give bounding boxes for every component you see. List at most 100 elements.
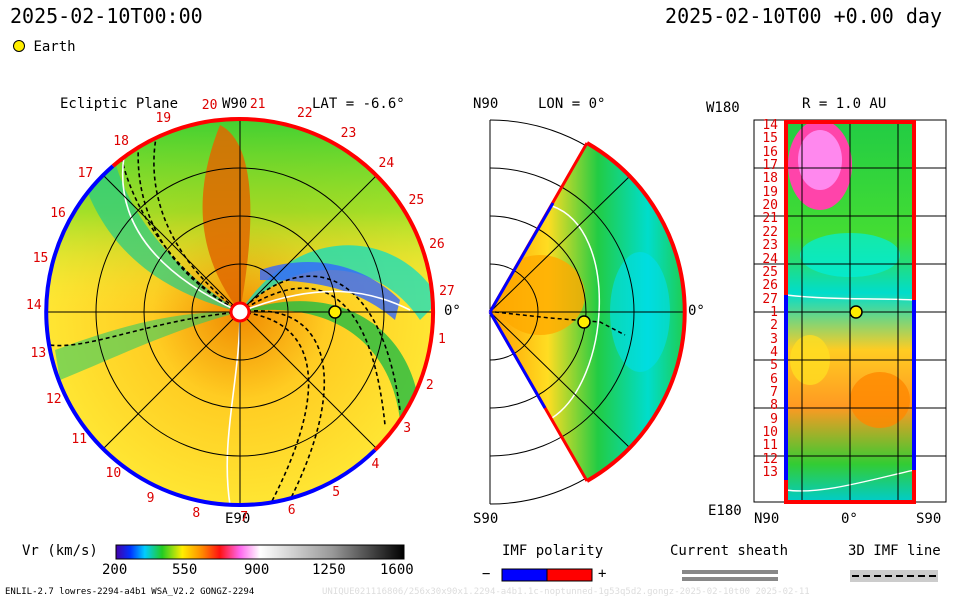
map-y-label: 8 [770,398,778,414]
carrington-label: 4 [371,456,380,472]
map-y-label: 11 [762,438,778,454]
imf-polarity-title: IMF polarity [502,543,604,559]
map-y-label: 14 [762,118,778,133]
imf-polarity-negative [501,568,548,582]
vr-tick-200: 200 [102,562,128,578]
vr-colorbar-title: Vr (km/s) [22,543,98,559]
ecliptic-bottom-label: E90 [225,511,251,527]
ecliptic-right-label: 0° [444,303,461,319]
map-y-label: 1 [770,304,778,320]
map-y-label: 24 [762,251,778,267]
map-y-label: 15 [762,131,778,147]
map-y-label: 19 [762,184,778,200]
map-y-label: 17 [762,158,778,174]
carrington-label: 20 [201,98,218,114]
meridional-plane [488,119,687,505]
imf-line-title: 3D IMF line [848,543,941,559]
carrington-label: 11 [71,432,88,448]
carrington-label: 25 [408,193,425,209]
carrington-label: 22 [296,106,313,122]
imf-polarity-positive [546,568,593,582]
map-y-label: 12 [762,451,778,467]
ecliptic-lat-label: LAT = -6.6° [312,96,405,112]
earth-legend: Earth [13,39,76,55]
map-x-label-n90: N90 [754,511,780,527]
map-y-label: 9 [770,411,778,427]
map-top-left-label: W180 [706,100,740,116]
carrington-label: 16 [50,205,66,221]
map-bottom-left-label: E180 [708,503,742,519]
map-y-label: 22 [762,224,778,240]
carrington-label: 14 [26,298,42,314]
earth-marker-icon [13,40,25,52]
datetime-right: 2025-02-10T00 +0.00 day [665,4,942,28]
meridional-right-label: 0° [688,303,705,319]
current-sheath-swatch [682,570,778,581]
map-y-label: 26 [762,278,778,294]
imf-polarity-minus: − [482,566,491,582]
meridional-top-label: N90 [473,96,499,112]
earth-meridional-icon [577,315,591,329]
vr-tick-550: 550 [172,562,198,578]
map-y-label: 10 [762,425,778,441]
map-y-label: 5 [770,358,778,374]
ecliptic-top-label: W90 [222,96,248,112]
latlon-map [753,119,947,504]
sun-marker-icon [229,301,251,323]
map-y-label: 2 [770,318,778,334]
carrington-label: 15 [32,250,49,266]
map-radius-label: R = 1.0 AU [802,96,887,112]
map-y-label: 4 [770,344,778,360]
carrington-label: 18 [113,134,129,150]
meridional-lon-label: LON = 0° [538,96,606,112]
carrington-label: 1 [437,331,446,347]
carrington-label: 17 [77,166,94,182]
map-y-label: 3 [770,331,778,347]
carrington-label: 5 [332,484,341,500]
map-y-label: 27 [762,291,778,307]
carrington-label: 19 [155,111,172,127]
carrington-label: 24 [378,155,395,171]
model-info: ENLIL-2.7 lowres-2294-a4b1 WSA_V2.2 GONG… [5,587,255,597]
map-y-label: 18 [762,171,778,187]
carrington-label: 21 [249,96,266,112]
imf-polarity-plus: + [598,566,607,582]
ecliptic-plane [44,116,436,508]
vr-tick-1600: 1600 [380,562,414,578]
carrington-label: 13 [30,346,47,362]
map-x-label-0: 0° [841,511,858,527]
vr-tick-900: 900 [244,562,270,578]
map-y-label: 7 [770,385,778,400]
map-y-label: 13 [762,465,778,481]
carrington-label: 12 [45,391,62,407]
carrington-label: 8 [192,505,201,521]
vr-colorbar [115,544,405,560]
map-y-label: 16 [762,144,778,160]
earth-legend-label: Earth [33,39,76,55]
carrington-label: 3 [403,420,412,436]
imf-line-swatch [850,570,938,582]
map-y-label: 21 [762,211,778,227]
carrington-label: 26 [429,236,445,252]
datetime-left: 2025-02-10T00:00 [10,4,203,28]
carrington-label: 7 [240,509,249,525]
carrington-label: 23 [340,126,357,142]
map-y-label: 6 [770,371,778,387]
map-x-label-s90: S90 [916,511,942,527]
earth-map-icon [849,305,863,319]
current-sheath-title: Current sheath [670,543,789,559]
faded-run-id: UNIQUE021116806/256x30x90x1.2294-a4b1.1c… [322,587,810,597]
meridional-bottom-label: S90 [473,511,499,527]
map-y-label: 25 [762,264,778,280]
carrington-label: 9 [146,491,155,507]
earth-ecliptic-icon [328,305,342,319]
vr-tick-1250: 1250 [312,562,346,578]
carrington-label: 10 [105,466,122,482]
map-y-label: 20 [762,198,778,214]
carrington-label: 2 [425,378,434,394]
carrington-label: 6 [287,502,296,518]
carrington-label: 27 [439,283,455,299]
ecliptic-title: Ecliptic Plane [60,96,179,112]
map-y-label: 23 [762,238,778,254]
